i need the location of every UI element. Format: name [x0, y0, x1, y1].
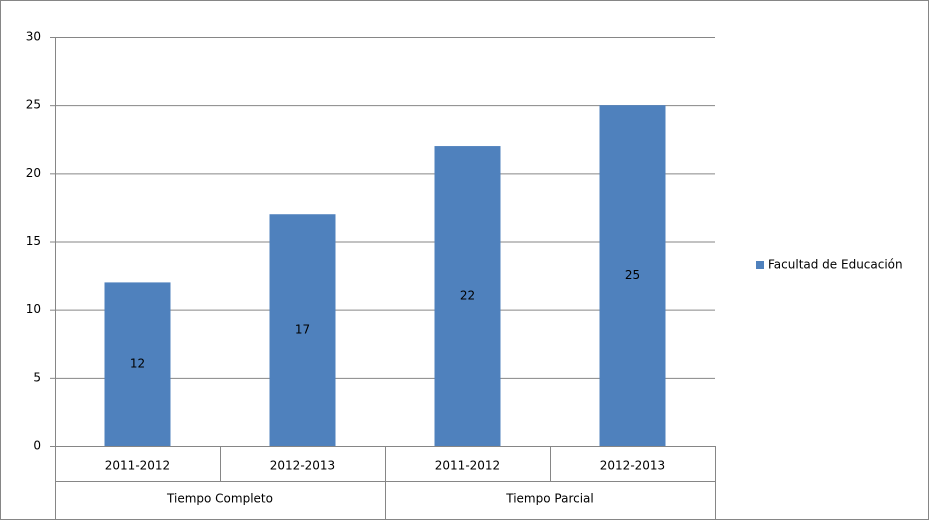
y-tick-label: 5 [33, 370, 41, 384]
y-tick-label: 20 [26, 166, 41, 180]
x-tick-label: 2012-2013 [600, 459, 665, 473]
y-tick-label: 15 [26, 234, 41, 248]
bar [104, 282, 171, 446]
bar [599, 105, 666, 447]
data-label: 12 [130, 357, 145, 371]
x-tick-label: 2011-2012 [105, 459, 170, 473]
bar [434, 146, 501, 447]
data-label: 17 [295, 323, 310, 337]
data-label: 25 [625, 268, 640, 282]
bar [269, 214, 336, 446]
legend-label: Facultad de Educación [768, 258, 903, 272]
y-tick-label: 10 [26, 302, 41, 316]
y-tick-label: 25 [26, 98, 41, 112]
x-tick-label: 2011-2012 [435, 459, 500, 473]
x-tick-label: 2012-2013 [270, 459, 335, 473]
group-label: Tiempo Parcial [505, 492, 593, 506]
legend-swatch [756, 261, 764, 269]
data-label: 22 [460, 289, 475, 303]
y-tick-label: 30 [26, 30, 41, 44]
group-label: Tiempo Completo [166, 492, 273, 506]
y-tick-label: 0 [33, 439, 41, 453]
